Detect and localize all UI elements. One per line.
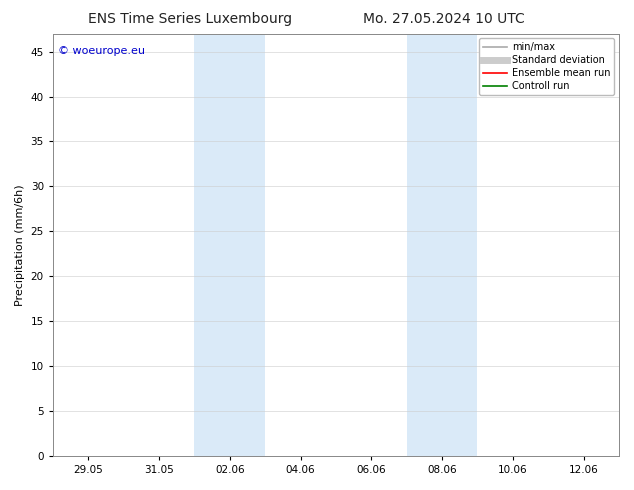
Bar: [406, 34, 477, 456]
Bar: [195, 34, 265, 456]
Text: © woeurope.eu: © woeurope.eu: [58, 46, 145, 56]
Y-axis label: Precipitation (mm/6h): Precipitation (mm/6h): [15, 184, 25, 306]
Legend: min/max, Standard deviation, Ensemble mean run, Controll run: min/max, Standard deviation, Ensemble me…: [479, 39, 614, 95]
Text: Mo. 27.05.2024 10 UTC: Mo. 27.05.2024 10 UTC: [363, 12, 525, 26]
Text: ENS Time Series Luxembourg: ENS Time Series Luxembourg: [88, 12, 292, 26]
